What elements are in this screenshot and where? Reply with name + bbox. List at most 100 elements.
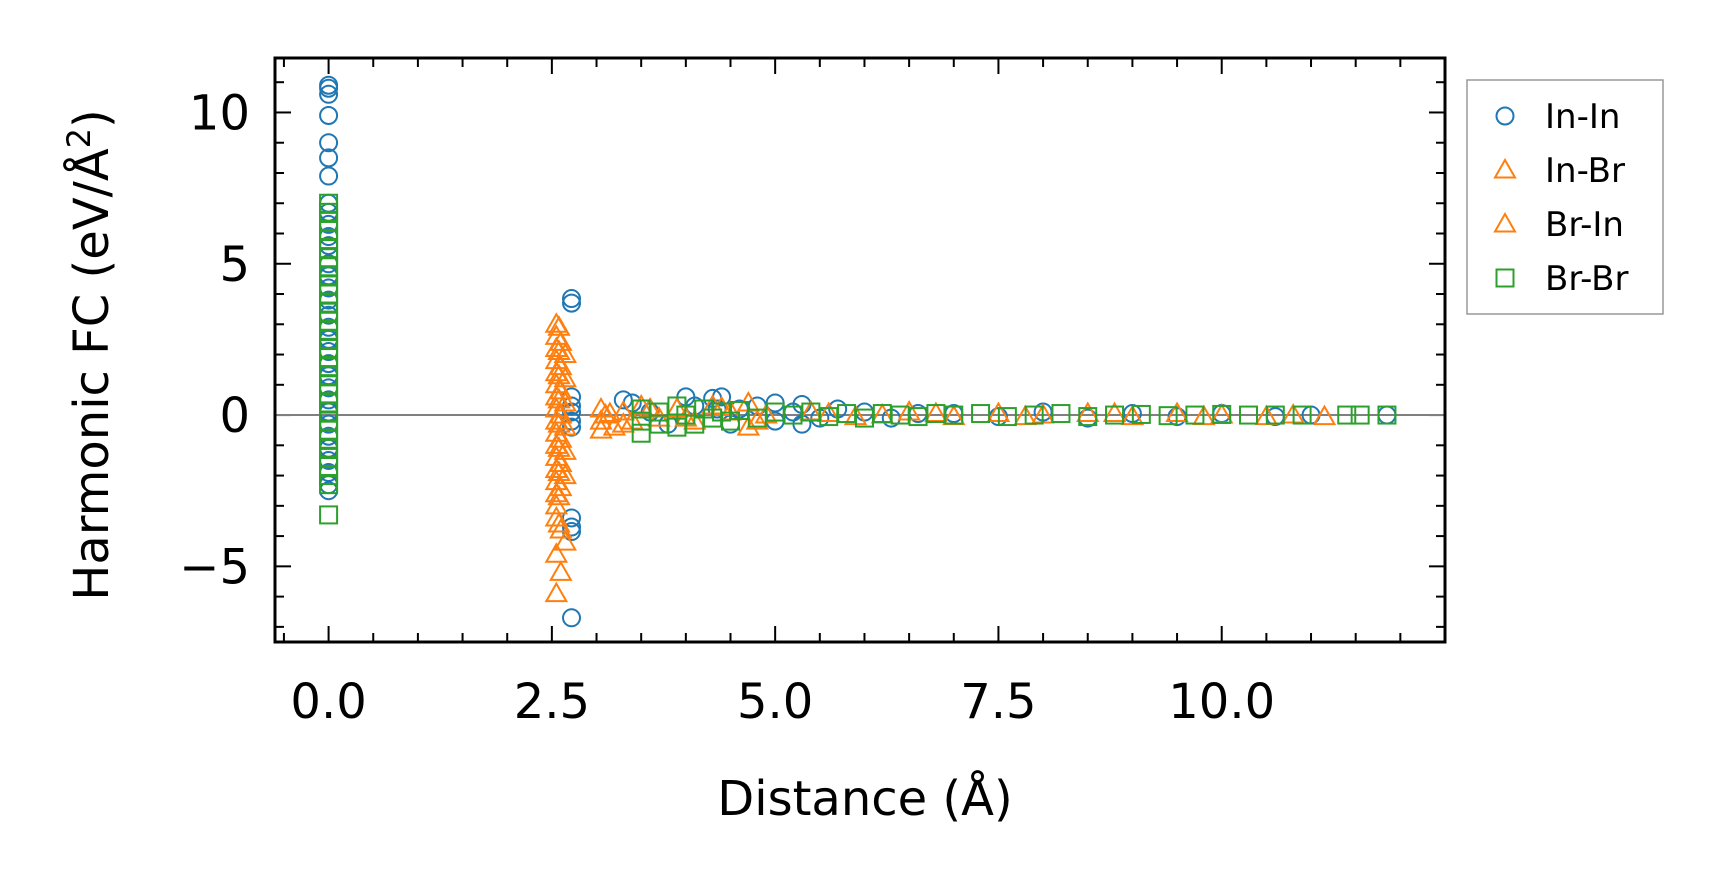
point-in-in (319, 166, 339, 186)
point-in-br (549, 403, 573, 424)
point-in-br (544, 542, 569, 563)
y-tick-label: 0 (219, 388, 250, 444)
y-tick-label: −5 (179, 539, 250, 595)
point-in-br (553, 463, 577, 485)
point-br-in (547, 511, 571, 533)
point-in-br (683, 409, 707, 430)
point-in-br (553, 439, 577, 460)
point-in-in (319, 78, 339, 98)
point-br-br (319, 505, 339, 525)
point-in-br (549, 330, 573, 351)
point-br-br (1212, 404, 1232, 424)
point-in-br (553, 366, 577, 388)
point-br-br (944, 405, 964, 425)
y-axis-title-sup: 2 (60, 128, 98, 148)
plot-frame (273, 56, 1447, 644)
legend-marker-in-br (1493, 157, 1517, 179)
y-tick-label: 10 (189, 85, 250, 141)
x-tick-label: 5.0 (737, 674, 813, 730)
legend-items: In-In In-Br Br-In Br-Br (1493, 97, 1629, 299)
point-br-br (1158, 406, 1178, 426)
point-in-br (549, 354, 573, 376)
point-in-in (562, 396, 582, 416)
point-br-in (547, 387, 571, 409)
point-br-br (1051, 404, 1071, 424)
y-tick-label: 5 (219, 237, 250, 293)
point-br-br (1024, 405, 1044, 425)
legend: In-In In-Br Br-In Br-Br (1466, 79, 1664, 315)
x-tick-label: 2.5 (514, 674, 590, 730)
point-in-in (562, 293, 582, 313)
point-in-br (1076, 401, 1100, 423)
point-in-br (598, 401, 622, 423)
point-in-br (1312, 404, 1337, 426)
point-br-br (1377, 405, 1397, 425)
x-tick-label: 7.5 (960, 674, 1036, 730)
point-br-br (1185, 405, 1205, 425)
x-axis-title: Distance (Å) (717, 770, 1012, 827)
point-br-in (547, 484, 571, 506)
legend-label-in-in: In-In (1545, 97, 1620, 137)
point-in-in (562, 608, 582, 628)
legend-frame (1466, 79, 1664, 315)
point-br-br (1078, 407, 1098, 427)
point-in-br (549, 560, 573, 581)
point-in-br (1120, 404, 1145, 426)
data-points (319, 75, 1397, 628)
point-br-in (593, 403, 618, 424)
point-in-br (553, 530, 577, 551)
point-br-br (1292, 405, 1312, 425)
point-br-br (319, 475, 339, 495)
point-br-br (1337, 405, 1357, 425)
plot-background (275, 58, 1445, 642)
y-tick-labels: −5 0 5 10 (179, 85, 250, 595)
point-br-in (547, 339, 571, 361)
point-br-br (1265, 405, 1285, 425)
point-in-in (562, 289, 582, 309)
x-tick-label: 0.0 (290, 674, 366, 730)
point-in-br (549, 451, 573, 472)
point-br-br (1105, 405, 1125, 425)
point-in-br (544, 581, 569, 603)
point-br-in (547, 460, 571, 482)
point-in-in (319, 84, 339, 104)
point-in-br (611, 400, 636, 421)
legend-marker-in-in (1495, 106, 1515, 126)
point-in-br (553, 342, 577, 364)
point-in-in (562, 517, 582, 537)
x-tick-label: 10.0 (1168, 674, 1275, 730)
point-br-br (1350, 405, 1370, 425)
point-in-in (319, 105, 339, 125)
point-br-in (1102, 401, 1127, 423)
point-in-br (602, 415, 627, 436)
point-br-br (971, 404, 991, 424)
legend-marker-br-br (1495, 268, 1515, 288)
point-in-in (319, 148, 339, 168)
point-br-in (547, 412, 571, 433)
point-br-in (547, 363, 571, 385)
legend-label-in-br: In-Br (1545, 151, 1625, 191)
point-br-in (547, 436, 571, 457)
point-in-br (549, 378, 573, 400)
y-axis-title-close: ) (64, 109, 120, 128)
x-tick-labels: 0.0 2.5 5.0 7.5 10.0 (290, 674, 1275, 730)
point-br-in (817, 401, 841, 423)
y-axis-title-main: Harmonic FC (eV/Å (63, 148, 120, 601)
point-br-br (1239, 405, 1259, 425)
point-br-in (547, 315, 571, 336)
legend-marker-br-in (1493, 211, 1517, 233)
point-in-br (589, 418, 613, 439)
legend-label-br-in: Br-In (1545, 205, 1624, 245)
point-in-br (549, 475, 573, 497)
point-br-in (745, 409, 770, 430)
legend-label-br-br: Br-Br (1545, 259, 1629, 299)
point-br-br (1131, 404, 1151, 424)
point-in-in (319, 133, 339, 153)
point-in-br (553, 415, 577, 436)
point-in-br (549, 518, 573, 539)
y-axis-title: Harmonic FC (eV/Å2) (60, 109, 120, 601)
point-br-br (997, 407, 1017, 427)
point-in-br (549, 427, 573, 448)
point-br-in (611, 412, 636, 433)
